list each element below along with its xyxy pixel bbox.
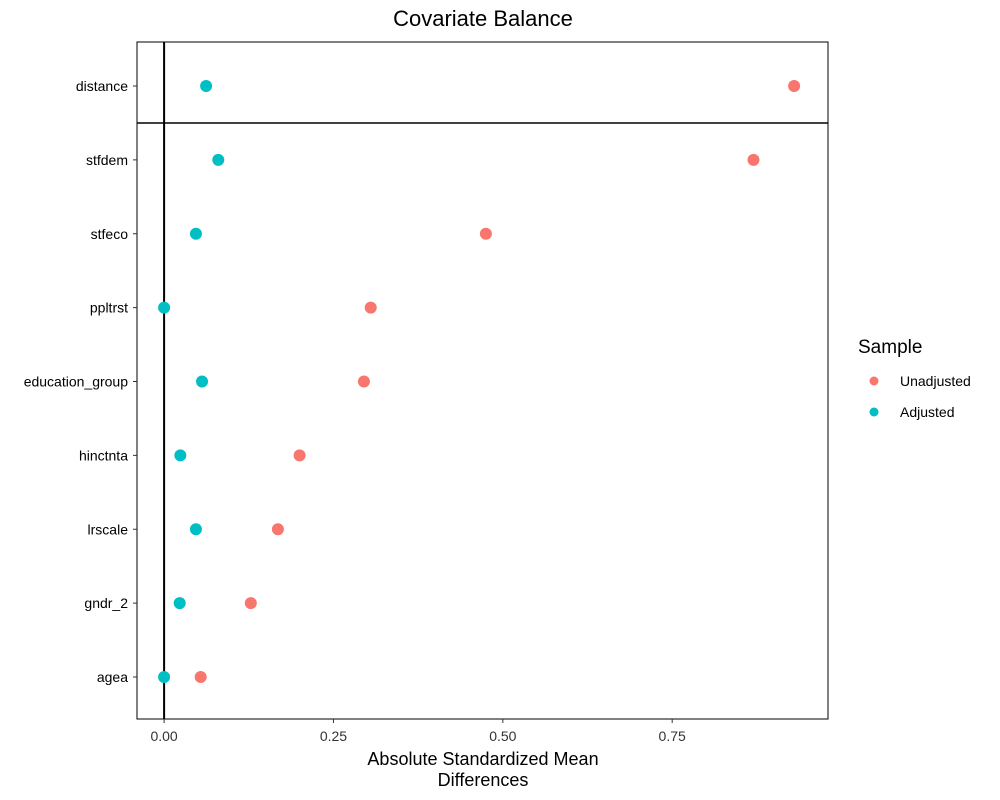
y-tick-label: ppltrst: [90, 300, 128, 316]
point-adjusted-distance: [200, 80, 213, 92]
y-tick-label: hinctnta: [79, 447, 128, 463]
point-adjusted-agea: [158, 671, 171, 683]
x-tick-label: 0.25: [320, 728, 347, 744]
legend-title: Sample: [858, 337, 922, 358]
y-tick-label: education_group: [24, 374, 129, 390]
x-axis-ticks: 0.00 0.25 0.50 0.75: [150, 719, 686, 744]
y-tick-label: stfdem: [86, 152, 128, 168]
point-unadjusted-stfeco: [479, 227, 492, 240]
legend-label-adjusted: Adjusted: [900, 404, 954, 420]
point-adjusted-ppltrst: [158, 301, 171, 314]
y-axis-ticks: distance stfdem stfeco ppltrst education_gro…: [24, 78, 137, 685]
data-points: [158, 80, 801, 683]
x-tick-label: 0.50: [489, 728, 516, 744]
y-tick-label: gndr_2: [84, 595, 128, 611]
point-adjusted-lrscale: [189, 523, 202, 536]
chart-title: Covariate Balance: [393, 6, 573, 31]
x-axis-title-line-1: Absolute Standardized Mean: [367, 749, 598, 769]
y-tick-label: distance: [76, 78, 128, 94]
legend-key-unadjusted: [869, 376, 879, 386]
point-unadjusted-lrscale: [271, 523, 284, 536]
legend: Sample Unadjusted Adjusted: [858, 337, 971, 420]
point-adjusted-stfdem: [212, 153, 225, 166]
point-unadjusted-hinctnta: [293, 449, 306, 462]
point-unadjusted-stfdem: [747, 153, 760, 166]
point-unadjusted-gndr_2: [244, 597, 257, 610]
plot-panel: [136, 41, 829, 720]
y-tick-label: agea: [97, 669, 128, 685]
y-tick-label: stfeco: [91, 226, 129, 242]
point-unadjusted-education_group: [357, 375, 370, 388]
legend-label-unadjusted: Unadjusted: [900, 373, 971, 389]
legend-key-adjusted: [869, 407, 879, 417]
point-adjusted-stfeco: [189, 227, 202, 240]
x-tick-label: 0.75: [659, 728, 686, 744]
point-adjusted-hinctnta: [174, 449, 187, 462]
point-adjusted-gndr_2: [173, 597, 186, 610]
x-axis-title-line-2: Differences: [438, 770, 529, 790]
point-adjusted-education_group: [196, 375, 209, 388]
point-unadjusted-ppltrst: [364, 301, 377, 314]
point-unadjusted-distance: [788, 80, 801, 92]
y-tick-label: lrscale: [88, 521, 129, 537]
point-unadjusted-agea: [194, 671, 207, 683]
x-tick-label: 0.00: [150, 728, 177, 744]
